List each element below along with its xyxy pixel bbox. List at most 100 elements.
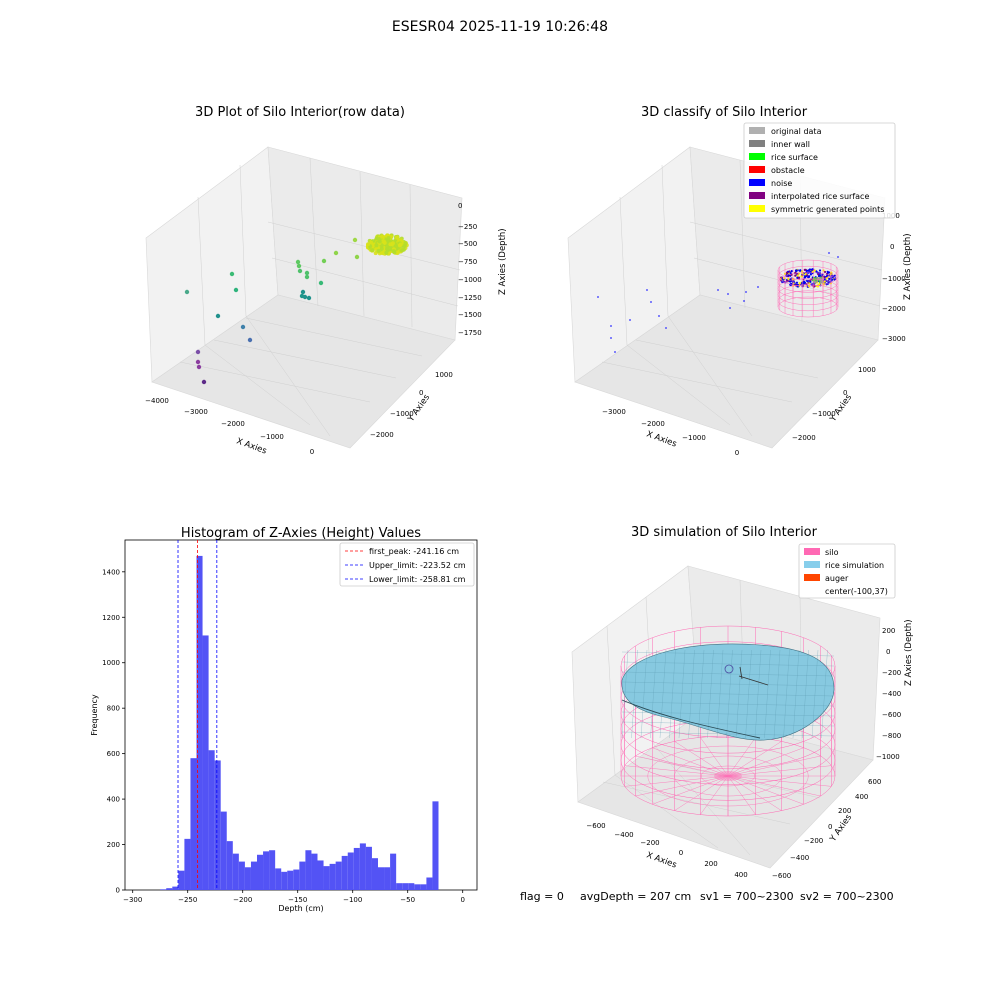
raw-z-label: Z Axies (Depth) xyxy=(498,228,508,295)
point xyxy=(299,293,305,299)
y-tick-label: 600 xyxy=(107,750,120,758)
x-tick: −2000 xyxy=(641,420,665,428)
mesh-line xyxy=(621,661,835,667)
x-tick: −3000 xyxy=(184,408,208,416)
y-tick-label: 1000 xyxy=(102,659,120,667)
histogram-bar xyxy=(250,861,257,890)
y-tick: 400 xyxy=(855,793,868,801)
point xyxy=(333,250,339,256)
noise-point xyxy=(629,319,631,321)
rice-surface-point xyxy=(813,281,817,284)
histogram-bar xyxy=(275,868,282,890)
panel-simulation-3d: 3D simulation of Silo Interior −600 −400… xyxy=(571,525,914,880)
histogram-bar xyxy=(299,861,306,890)
noise-point xyxy=(650,301,652,303)
point xyxy=(369,240,374,245)
point xyxy=(384,250,389,255)
mesh-line xyxy=(735,649,743,739)
figure-title: ESESR04 2025-11-19 10:26:48 xyxy=(392,19,608,35)
legend-label: Upper_limit: -223.52 cm xyxy=(369,561,466,570)
floor-center xyxy=(714,771,742,781)
y-tick: −200 xyxy=(804,837,823,845)
classified-point xyxy=(804,275,808,278)
legend-frame xyxy=(798,543,896,599)
raw-y-label: Y Axies xyxy=(406,392,433,424)
legend-label: first_peak: -241.16 cm xyxy=(369,547,459,556)
histogram-bar xyxy=(341,855,348,890)
point xyxy=(379,246,384,251)
legend-label: center(-100,37) xyxy=(825,587,888,596)
noise-point xyxy=(727,293,729,295)
auger-marker xyxy=(724,664,769,686)
point xyxy=(370,248,375,253)
mesh-line xyxy=(650,649,657,739)
point xyxy=(382,240,387,245)
y-tick: 1000 xyxy=(435,371,453,379)
legend-label: original data xyxy=(771,127,822,136)
histogram-bar xyxy=(365,846,372,890)
histogram-bar xyxy=(220,811,227,890)
classify-y-ticks: 1000 0 −1000 −2000 xyxy=(792,366,876,442)
classified-point xyxy=(787,277,790,281)
y-tick-label: 0 xyxy=(116,887,120,895)
mesh-line xyxy=(621,731,835,737)
x-tick: 0 xyxy=(310,448,314,456)
noise-point xyxy=(729,307,731,309)
y-tick: −1000 xyxy=(812,410,836,418)
histogram-bar xyxy=(390,853,397,890)
y-tick: −1000 xyxy=(390,410,414,418)
histogram-bar xyxy=(347,852,354,890)
classify-z-label: Z Axies (Depth) xyxy=(903,233,913,300)
sim-x-label: X Axies xyxy=(645,850,678,870)
classified-point xyxy=(833,278,836,281)
point xyxy=(400,248,405,253)
x-tick: −400 xyxy=(614,831,633,839)
x-tick: −2000 xyxy=(221,420,245,428)
pane-floor xyxy=(574,294,879,449)
floor-ring xyxy=(647,745,809,807)
raw-point-cloud xyxy=(184,233,409,385)
histogram-bar xyxy=(244,867,251,890)
noise-point xyxy=(743,300,745,302)
z-tick: 0 xyxy=(886,648,890,656)
mesh-line xyxy=(811,649,819,739)
point xyxy=(376,248,381,253)
classified-point xyxy=(800,270,804,273)
noise-point xyxy=(745,291,747,293)
sv1-text: sv1 = 700~2300 xyxy=(700,890,794,903)
z-tick: 0 xyxy=(890,243,894,251)
point xyxy=(233,287,239,293)
pane-floor xyxy=(151,294,456,449)
z-tick: 0 xyxy=(458,202,462,210)
legend-swatch xyxy=(804,561,820,568)
point xyxy=(306,295,312,301)
mesh-line xyxy=(621,701,835,707)
mesh-line xyxy=(669,649,676,739)
histogram-reference-lines xyxy=(177,540,218,890)
legend-label: inner wall xyxy=(771,140,810,149)
x-tick: 0 xyxy=(735,449,739,457)
point xyxy=(366,242,371,247)
point xyxy=(304,270,310,276)
noise-point xyxy=(610,325,612,327)
classified-point xyxy=(798,269,802,272)
sim-legend: silo rice simulation auger center(-100,37) xyxy=(798,543,896,599)
classified-point xyxy=(785,271,789,274)
classified-point xyxy=(827,271,830,274)
z-tick: −2000 xyxy=(882,305,906,313)
mesh-line xyxy=(640,649,648,739)
histogram-bar xyxy=(214,760,221,890)
mesh-line xyxy=(792,649,800,739)
raw-y-ticks: 1000 0 −1000 −2000 xyxy=(370,371,453,439)
histogram-bar xyxy=(396,883,403,890)
y-tick: 0 xyxy=(419,389,423,397)
pane-floor xyxy=(577,713,874,869)
raw-z-ticks: 0 −250 −500 −750 −1000 −1250 −1500 −1750 xyxy=(458,202,482,337)
classified-point xyxy=(804,273,807,276)
legend-label: obstacle xyxy=(771,166,805,175)
y-tick-label: 1200 xyxy=(102,614,120,622)
y-tick: 1000 xyxy=(858,366,876,374)
histogram-bar xyxy=(166,888,173,890)
y-tick-label: 200 xyxy=(107,841,120,849)
